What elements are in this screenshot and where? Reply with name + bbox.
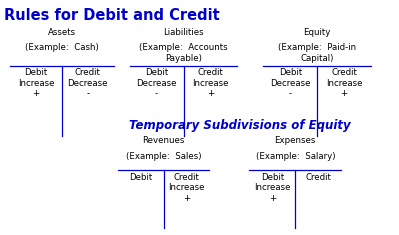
Text: Credit: Credit: [305, 173, 331, 182]
Text: Debit
Increase
+: Debit Increase +: [254, 173, 290, 203]
Text: (Example:  Cash): (Example: Cash): [25, 43, 99, 52]
Text: Debit
Increase
+: Debit Increase +: [18, 68, 54, 98]
Text: Debit: Debit: [129, 173, 152, 182]
Text: (Example:  Paid-in
Capital): (Example: Paid-in Capital): [278, 43, 356, 63]
Text: Debit
Decrease
-: Debit Decrease -: [270, 68, 310, 98]
Text: Rules for Debit and Credit: Rules for Debit and Credit: [4, 8, 220, 23]
Text: Assets: Assets: [48, 28, 76, 37]
Text: Credit
Increase
+: Credit Increase +: [168, 173, 205, 203]
Text: Credit
Decrease
-: Credit Decrease -: [67, 68, 108, 98]
Text: Liabilities: Liabilities: [163, 28, 204, 37]
Text: Credit
Increase
+: Credit Increase +: [326, 68, 362, 98]
Text: (Example:  Salary): (Example: Salary): [255, 152, 335, 161]
Text: (Example:  Accounts
Payable): (Example: Accounts Payable): [139, 43, 228, 63]
Text: Equity: Equity: [304, 28, 331, 37]
Text: Temporary Subdivisions of Equity: Temporary Subdivisions of Equity: [128, 119, 350, 132]
Text: (Example:  Sales): (Example: Sales): [126, 152, 201, 161]
Text: Credit
Increase
+: Credit Increase +: [192, 68, 229, 98]
Text: Debit
Decrease
-: Debit Decrease -: [136, 68, 177, 98]
Text: Revenues: Revenues: [142, 136, 185, 145]
Text: Expenses: Expenses: [275, 136, 316, 145]
